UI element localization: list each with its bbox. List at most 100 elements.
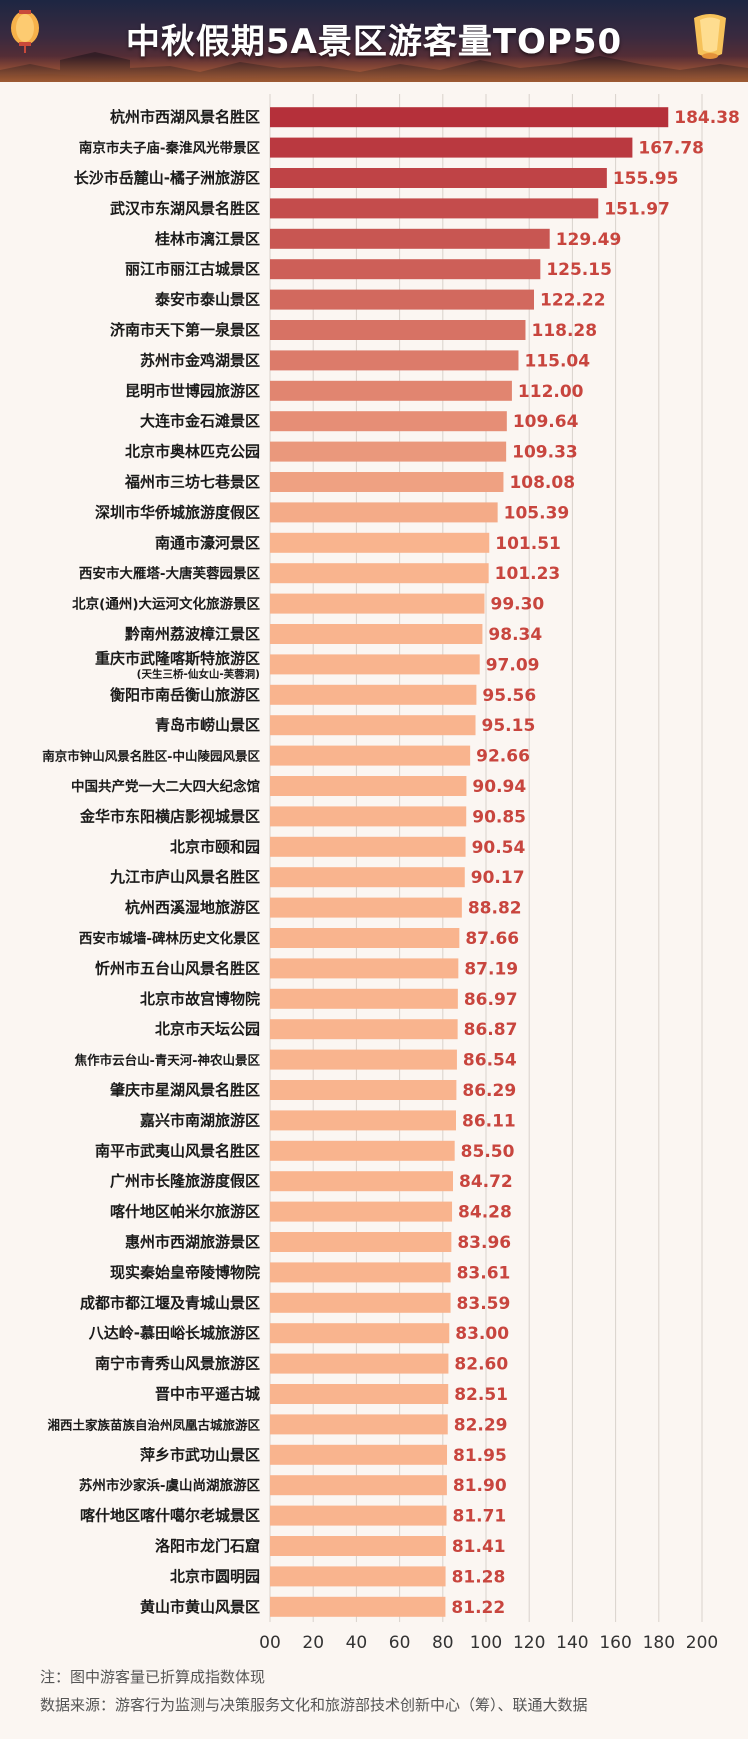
value-label: 85.50	[461, 1142, 515, 1162]
value-label: 90.94	[472, 777, 526, 797]
category-sublabel: (天生三桥-仙女山-芙蓉洞)	[137, 667, 260, 680]
bar	[270, 1201, 453, 1222]
bar	[270, 228, 550, 249]
x-tick-label: 200	[686, 1633, 718, 1653]
bar	[270, 1080, 457, 1100]
category-label: 广州市长隆旅游度假区	[110, 1172, 260, 1190]
value-label: 105.39	[504, 503, 570, 523]
category-label: 喀什地区喀什噶尔老城景区	[80, 1507, 260, 1525]
bar	[270, 1475, 447, 1496]
bar	[270, 472, 504, 492]
category-label: 忻州市五台山风景名胜区	[95, 959, 260, 977]
category-label: 北京市圆明园	[170, 1567, 260, 1585]
x-tick-label: 140	[556, 1633, 588, 1653]
bar	[270, 289, 534, 310]
value-label: 129.49	[556, 230, 622, 250]
category-label: 桂林市漓江景区	[154, 230, 260, 248]
value-label: 109.64	[513, 412, 579, 432]
value-label: 167.78	[638, 139, 704, 159]
bar	[270, 1323, 450, 1344]
header-glow	[0, 56, 748, 82]
x-axis-ticks: 00 20 40 60 80 100 120 140 160 180 200	[259, 1633, 718, 1653]
x-tick-label: 180	[643, 1633, 675, 1653]
category-label: 湘西土家族苗族自治州凤凰古城旅游区	[47, 1417, 260, 1432]
category-label: 武汉市东湖风景名胜区	[110, 199, 260, 217]
category-label: 焦作市云台山-青天河-神农山景区	[74, 1053, 261, 1068]
category-label: 南平市武夷山风景名胜区	[95, 1142, 260, 1160]
bar	[270, 1596, 446, 1617]
bar	[270, 350, 519, 371]
category-label: 泰安市泰山景区	[154, 291, 260, 309]
value-label: 184.38	[674, 108, 740, 128]
category-label: 北京市天坛公园	[155, 1020, 260, 1038]
category-label: 衡阳市南岳衡山旅游区	[110, 686, 260, 704]
bar	[270, 1019, 458, 1040]
value-label: 90.17	[471, 868, 525, 888]
value-label: 84.28	[458, 1203, 512, 1223]
value-label: 118.28	[531, 321, 597, 341]
value-label: 84.72	[459, 1172, 513, 1192]
x-tick-label: 20	[302, 1633, 324, 1653]
bar	[270, 1292, 451, 1313]
category-label: 晋中市平遥古城	[155, 1385, 260, 1403]
bar	[270, 806, 467, 827]
bar	[270, 1232, 452, 1252]
bar	[270, 1353, 449, 1374]
x-tick-label: 00	[259, 1633, 281, 1653]
value-labels: 184.38 167.78 155.95 151.97 129.49 125.15 122.…	[451, 108, 739, 1618]
bar	[270, 1140, 455, 1161]
bar	[270, 836, 466, 857]
value-label: 86.11	[462, 1111, 516, 1131]
bar	[270, 107, 669, 128]
value-label: 101.23	[495, 564, 561, 584]
category-label: 南京市钟山风景名胜区-中山陵园风景区	[42, 749, 260, 764]
lantern-icon	[694, 14, 726, 59]
bar-chart: 杭州市西湖风景名胜区南京市夫子庙-秦淮风光带景区长沙市岳麓山-橘子洲旅游区武汉市…	[42, 94, 740, 1653]
footnote: 注：图中游客量已折算成指数体现	[40, 1668, 266, 1686]
value-label: 92.66	[476, 747, 530, 767]
value-label: 82.29	[454, 1415, 508, 1435]
value-label: 101.51	[495, 534, 561, 554]
category-label: 萍乡市武功山景区	[140, 1446, 260, 1464]
category-label: 南京市夫子庙-秦淮风光带景区	[79, 140, 261, 157]
bar	[270, 1566, 446, 1587]
category-labels: 杭州市西湖风景名胜区南京市夫子庙-秦淮风光带景区长沙市岳麓山-橘子洲旅游区武汉市…	[42, 108, 260, 1616]
value-label: 83.59	[457, 1294, 511, 1314]
value-label: 86.97	[464, 990, 518, 1010]
value-label: 112.00	[518, 382, 584, 402]
value-label: 95.15	[482, 716, 536, 736]
value-label: 98.34	[488, 625, 542, 645]
category-label: 中国共产党一大二大四大纪念馆	[71, 778, 260, 795]
bar	[270, 624, 483, 644]
value-label: 81.41	[452, 1537, 506, 1557]
bar	[270, 1536, 446, 1556]
category-label: 西安市大雁塔-大唐芙蓉园景区	[79, 565, 261, 582]
bar	[270, 745, 471, 766]
bar	[270, 168, 607, 188]
bar	[270, 897, 462, 918]
category-label: 北京(通州)大运河文化旅游景区	[72, 596, 260, 613]
category-label: 北京市奥林匹克公园	[125, 443, 260, 461]
value-label: 81.71	[452, 1507, 506, 1527]
bar	[270, 411, 507, 432]
category-label: 嘉兴市南湖旅游区	[139, 1111, 260, 1129]
category-label: 肇庆市星湖风景名胜区	[109, 1081, 260, 1099]
category-label: 昆明市世博园旅游区	[125, 382, 260, 400]
bar	[270, 441, 507, 462]
page-title: 中秋假期5A景区游客量TOP50	[125, 22, 623, 62]
value-label: 81.28	[452, 1567, 506, 1587]
value-label: 90.85	[472, 807, 526, 827]
data-source: 数据来源：游客行为监测与决策服务文化和旅游部技术创新中心（筹）、联通大数据	[40, 1696, 588, 1714]
bar	[270, 1110, 456, 1131]
value-label: 97.09	[486, 655, 540, 675]
value-label: 81.90	[453, 1476, 507, 1496]
header-banner: 中秋假期5A景区游客量TOP50	[0, 0, 748, 82]
bar	[270, 502, 498, 523]
category-label: 北京市故宫博物院	[140, 990, 260, 1008]
bar	[270, 958, 459, 979]
value-label: 95.56	[482, 686, 536, 706]
bars	[270, 107, 669, 1617]
category-label: 南通市濠河景区	[155, 534, 260, 552]
value-label: 155.95	[613, 169, 679, 189]
category-label: 现实秦始皇帝陵博物院	[110, 1263, 260, 1281]
